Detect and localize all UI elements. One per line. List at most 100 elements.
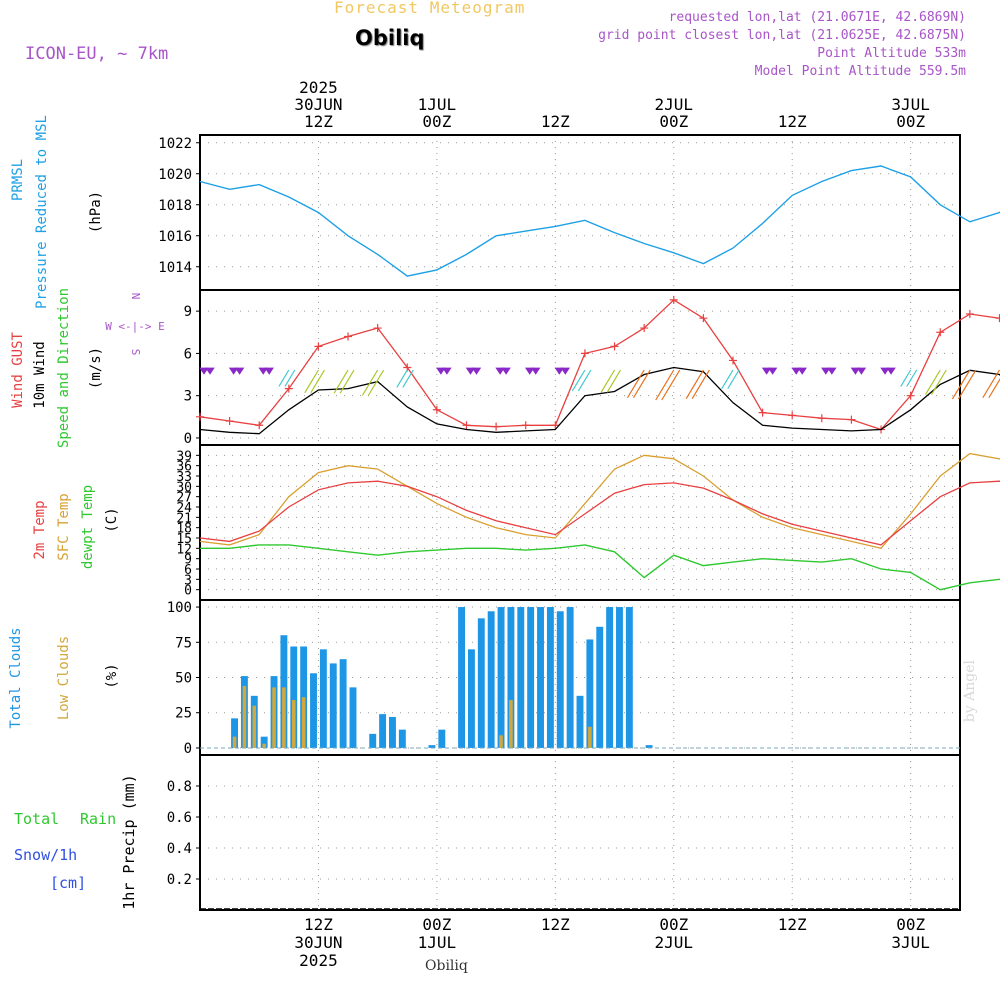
gust-marker [314,342,323,351]
wind-label: 10m Wind [32,341,48,408]
y-tick-label: 6 [184,563,192,578]
gust-marker [847,415,856,424]
top-hour-label: 12Z [304,112,333,131]
y-tick-label: 21 [176,511,192,526]
low-cloud-bar [242,685,247,748]
total-cloud-label: Total Clouds [8,627,24,728]
wind-arrow [886,367,896,375]
wind-arrow [402,369,414,388]
wind-arrow [655,369,675,401]
wind-arrow [339,369,355,394]
total-cloud-bar [616,607,623,748]
wind-arrow [906,369,918,387]
gridpoint-coords: grid point closest lon,lat (21.0625E, 42… [598,28,966,43]
low-cloud-bar [252,705,257,748]
precip-unit: 1hr Precip (mm) [120,774,138,909]
panel-frame [199,134,961,291]
y-tick-label: 0.2 [167,872,192,888]
precip-total-label: Total [14,810,59,828]
model-label: ICON-EU, ~ 7km [25,44,169,64]
bottom-date-label: 1JUL [418,933,457,952]
y-tick-label: 9 [184,304,192,320]
wind-arrow [258,367,268,375]
y-tick-label: 15 [176,532,192,547]
wind-arrow [304,369,319,394]
sfc-temp-label: SFC Temp [56,493,72,560]
point-altitude: Point Altitude 533m [817,46,966,61]
wind-arrow [691,369,710,399]
wind-arrow [471,367,482,375]
gust-marker [551,421,560,430]
wind-arrow [626,369,645,399]
wind-arrow [821,367,831,375]
gust-marker [788,411,797,420]
gust-line [199,299,1000,431]
y-tick-label: 12 [176,542,192,557]
low-cloud-bar [499,735,503,748]
gust-marker [640,324,649,333]
wind-arrow [632,369,651,399]
total-cloud-bar [428,745,436,748]
wind-arrow [850,367,861,375]
total-cloud-bar [586,639,594,748]
compass-we: W <-|-> E [105,320,165,333]
total-cloud-bar [487,611,495,748]
y-tick-label: 25 [175,706,192,722]
y-tick-label: 0.6 [167,810,192,826]
y-tick-label: 0 [184,584,192,599]
y-tick-label: 9 [184,553,192,568]
compass-n: N [129,293,142,300]
wind-arrow [767,367,778,375]
wind-arrow [924,369,941,395]
y-tick-label: 0.8 [167,779,192,795]
gust-marker [669,295,678,304]
panel-frame [199,444,961,601]
cloud-unit: (%) [104,663,120,688]
wind-arrow [930,369,947,395]
gust-marker [196,412,204,421]
gust-marker [610,342,619,351]
wind-arrow [199,367,209,375]
total-cloud-bar [527,607,535,748]
y-tick-label: 24 [176,501,192,516]
wind-arrow [827,367,837,375]
bottom-hour-label: 12Z [541,915,570,934]
total-cloud-bar [537,607,544,748]
wind-arrow [495,367,505,375]
pressure-line [199,165,1000,277]
wind-arrow [310,369,325,394]
wind-arrow [791,367,801,375]
total-cloud-bar [477,618,485,748]
precip-cm-label: [cm] [50,874,86,892]
total-cloud-bar [339,659,347,748]
temp-2m-line [199,480,1000,546]
y-tick-label: 18 [176,522,192,537]
station-title: Obiliq [355,26,425,50]
bottom-hour-label: 00Z [896,915,925,934]
total-cloud-bar [290,646,298,748]
y-tick-label: 36 [176,460,192,475]
gust-marker [728,356,737,365]
y-tick-label: 27 [176,491,192,506]
y-tick-label: 0.4 [167,841,192,857]
low-cloud-bar [282,687,286,748]
total-cloud-bar [497,607,505,748]
gust-marker [995,314,1000,323]
y-tick-label: 1022 [158,136,192,152]
gust-label: Wind GUST [10,332,26,408]
gust-marker [817,414,826,423]
y-tick-label: 3 [184,573,192,588]
total-cloud-bar [379,714,387,748]
wind-arrow [501,367,511,375]
gust-marker [936,328,945,337]
total-cloud-bar [398,729,406,748]
gust-marker [906,391,915,400]
low-cloud-bar [509,700,513,748]
total-cloud-bar [467,649,475,748]
panel-frame [199,289,961,446]
y-tick-label: 1014 [158,260,192,276]
low-cloud-bar [232,736,237,748]
bottom-date-label: 3JUL [891,933,930,952]
gust-marker [492,422,501,431]
y-tick-label: 75 [175,635,192,651]
